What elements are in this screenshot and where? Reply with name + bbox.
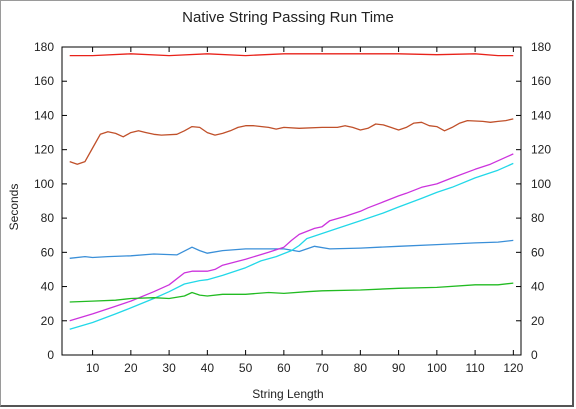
series-line-3 [69,239,514,259]
x-tick-label: 120 [503,361,523,375]
axis-ticks: 0 0 20 20 40 40 60 60 80 80 100 100 120 120 140 140 160 1… [34,40,551,375]
y-tick-label-left: 40 [41,280,55,294]
series-line-5 [69,162,514,330]
y-tick-label-right: 180 [531,40,551,54]
y-tick-label-left: 160 [34,74,54,88]
x-tick-label: 40 [201,361,215,375]
y-tick-label-right: 60 [531,245,545,259]
y-tick-label-right: 0 [531,348,538,362]
x-tick-label: 100 [427,361,447,375]
x-tick-label: 60 [277,361,291,375]
x-tick-label: 80 [354,361,368,375]
plot-area-border [61,46,522,356]
y-tick-label-left: 140 [34,108,54,122]
chart-title: Native String Passing Run Time [182,9,394,26]
y-tick-label-left: 20 [41,314,55,328]
series-line-1 [69,53,514,57]
y-tick-label-right: 40 [531,280,545,294]
x-tick-label: 20 [124,361,138,375]
y-tick-label-left: 0 [47,348,54,362]
y-tick-label-right: 120 [531,143,551,157]
y-tick-label-right: 160 [531,74,551,88]
y-tick-label-left: 80 [41,211,55,225]
x-tick-label: 10 [86,361,100,375]
y-tick-label-right: 140 [531,108,551,122]
y-tick-label-right: 100 [531,177,551,191]
x-tick-label: 90 [392,361,406,375]
x-tick-label: 30 [162,361,176,375]
y-tick-label-right: 80 [531,211,545,225]
x-tick-label: 110 [466,361,485,375]
x-tick-label: 70 [315,361,329,375]
y-tick-label-left: 180 [34,40,54,54]
series-line-4 [69,153,514,322]
y-tick-label-left: 60 [41,245,55,259]
y-tick-label-left: 100 [34,177,54,191]
x-axis-label: String Length [252,387,324,401]
series-line-2 [69,118,514,165]
series-line-6 [69,282,514,303]
y-tick-label-right: 20 [531,314,545,328]
x-tick-label: 50 [239,361,253,375]
y-tick-label-left: 120 [34,143,54,157]
series-lines [69,53,514,330]
